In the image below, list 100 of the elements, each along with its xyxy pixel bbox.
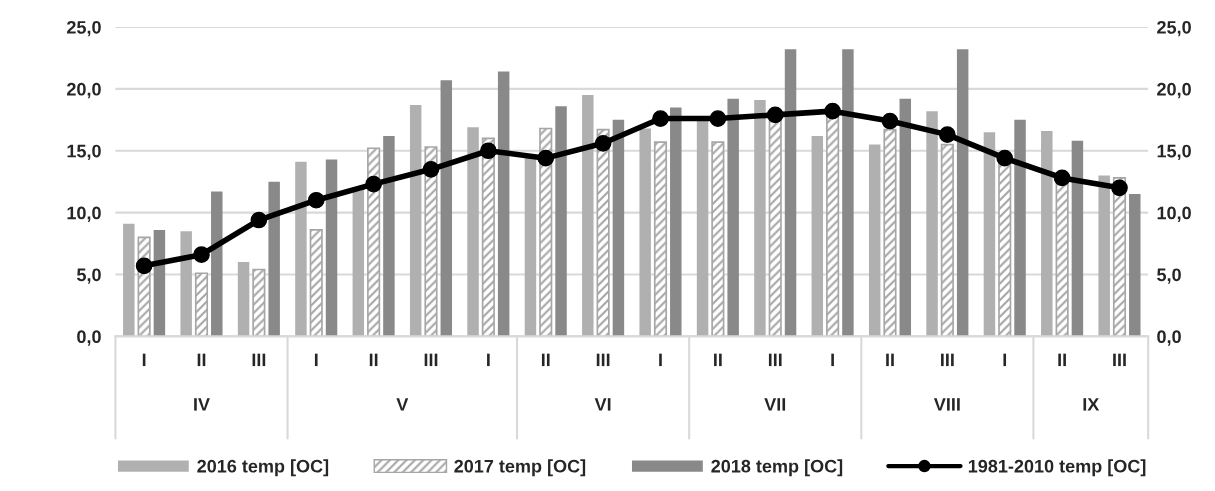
bar <box>596 128 610 337</box>
point <box>1053 169 1071 187</box>
bar <box>983 132 996 337</box>
bar <box>123 223 135 337</box>
legend-label: 2016 temp [OC] <box>197 459 329 477</box>
x-tick-label: II <box>197 353 206 367</box>
y2-tick-label: 15,0 <box>1157 144 1191 161</box>
y-tick-label: 25,0 <box>67 20 101 37</box>
point <box>594 134 612 152</box>
bar <box>539 127 553 337</box>
point <box>1111 179 1128 197</box>
point <box>250 211 268 229</box>
bar <box>194 272 209 337</box>
point <box>135 257 153 275</box>
bar <box>826 115 840 337</box>
text: VIII <box>933 398 960 411</box>
y-tick-label: 15,0 <box>67 144 101 161</box>
bar <box>180 231 192 337</box>
x-tick-label: I <box>314 353 318 367</box>
bar <box>696 121 709 337</box>
bar <box>309 229 323 337</box>
x-tick-label: I <box>487 353 490 367</box>
bar <box>252 268 266 337</box>
bar <box>868 144 881 337</box>
bar <box>424 146 438 337</box>
bar <box>842 49 854 337</box>
bar <box>998 162 1012 337</box>
bar <box>211 191 223 337</box>
x-tick-label: II <box>1058 353 1066 367</box>
bar <box>926 111 938 337</box>
x-tick-label: II <box>369 353 378 367</box>
legend-label: 2018 temp [OC] <box>711 459 843 477</box>
point <box>480 142 497 160</box>
x-tick-label: I <box>659 353 662 367</box>
y-tick-label: 0,0 <box>77 330 101 346</box>
bar <box>237 262 250 337</box>
bar <box>582 95 594 337</box>
bar <box>524 155 537 337</box>
point <box>193 246 210 264</box>
bar <box>295 161 307 337</box>
bar <box>467 127 479 337</box>
x-tick-label: I <box>142 353 146 367</box>
bar <box>768 117 782 337</box>
legend-label: 1981-2010 temp [OC] <box>968 459 1146 477</box>
bar <box>1098 175 1110 337</box>
y2-tick-label: 25,0 <box>1157 20 1191 37</box>
bar <box>497 71 510 337</box>
bar <box>367 147 381 337</box>
y2-tick-label: 10,0 <box>1157 206 1191 222</box>
bar <box>784 49 797 337</box>
bar <box>670 107 682 337</box>
bar <box>639 128 651 337</box>
point <box>652 110 669 127</box>
x-tick-label: III <box>768 353 782 367</box>
x-tick-label: III <box>424 353 438 367</box>
text: V <box>396 398 409 411</box>
bar <box>899 98 912 337</box>
bar <box>727 98 739 337</box>
y-tick-label: 5,0 <box>76 268 101 284</box>
point <box>365 175 382 193</box>
bar <box>555 106 567 337</box>
bar <box>1014 119 1026 337</box>
point <box>537 149 555 167</box>
bar <box>1041 130 1053 337</box>
x-tick-label: I <box>1003 353 1007 367</box>
bar <box>409 104 422 337</box>
text: IX <box>1083 398 1100 411</box>
legend-label: 2017 temp [OC] <box>454 459 586 477</box>
bar <box>653 141 668 337</box>
point <box>996 149 1014 167</box>
text: VI <box>594 398 611 411</box>
y-tick-label: 10,0 <box>67 206 101 222</box>
text: VII <box>764 398 786 411</box>
y2-tick-label: 20,0 <box>1157 82 1191 99</box>
x-tick-label: II <box>886 353 894 367</box>
x-tick-label: II <box>714 353 722 367</box>
bar <box>956 49 969 337</box>
point <box>824 102 841 120</box>
bar <box>268 181 280 337</box>
bar <box>754 100 766 337</box>
bar <box>481 137 495 337</box>
bar <box>153 229 166 337</box>
x-tick-label: III <box>252 353 266 367</box>
point <box>881 112 899 130</box>
text: IV <box>194 398 210 411</box>
x-tick-label: I <box>831 353 834 367</box>
point <box>766 106 784 124</box>
point <box>709 110 727 127</box>
bar <box>883 128 897 337</box>
bar <box>1071 140 1084 337</box>
bar <box>612 119 625 337</box>
y2-tick-label: 5,0 <box>1157 268 1181 284</box>
x-tick-label: III <box>941 353 954 367</box>
x-tick-label: III <box>596 353 610 367</box>
x-tick-label: II <box>541 353 550 367</box>
point <box>307 191 325 209</box>
bar <box>440 80 453 337</box>
bar <box>1129 194 1141 337</box>
bar <box>383 135 395 337</box>
x-tick-label: III <box>1113 353 1126 367</box>
